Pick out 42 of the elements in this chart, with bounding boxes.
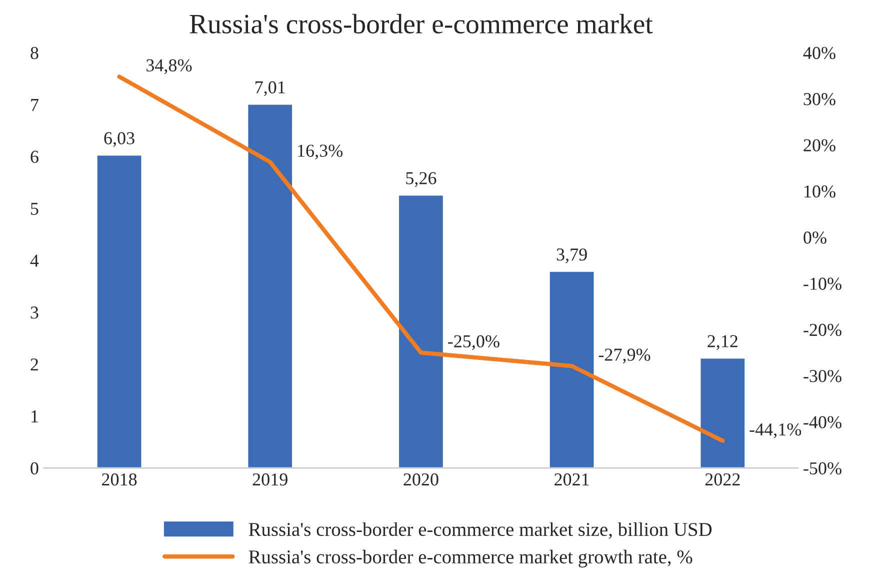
y2-tick-label: -40% bbox=[804, 416, 842, 428]
y-tick-label: 2 bbox=[30, 358, 38, 370]
y2-tick-label: 30% bbox=[804, 93, 836, 106]
chart-title: Russia's cross-border e-commerce market bbox=[190, 14, 653, 34]
data-label: -27,9% bbox=[598, 348, 650, 364]
bar bbox=[548, 270, 596, 468]
legend-label: Russia's cross-border e-commerce market growth rate, % bbox=[248, 550, 692, 568]
y2-tick-label: 0% bbox=[804, 232, 826, 244]
y-tick-label: 1 bbox=[32, 410, 38, 422]
y-tick-label: 6 bbox=[30, 150, 38, 163]
y2-tick-label: 10% bbox=[804, 185, 836, 198]
x-tick-label: 2020 bbox=[404, 473, 438, 486]
data-label: 3,79 bbox=[556, 248, 587, 264]
y-tick-label: 8 bbox=[30, 46, 38, 60]
data-label: 2,12 bbox=[708, 335, 738, 350]
y-tick-label: 0 bbox=[30, 462, 38, 474]
x-tick-label: 2018 bbox=[102, 473, 137, 486]
data-label: 34,8% bbox=[146, 59, 192, 74]
y2-tick-label: -30% bbox=[804, 370, 842, 382]
bar bbox=[398, 194, 444, 468]
x-tick-label: 2021 bbox=[554, 473, 589, 486]
y2-tick-label: 20% bbox=[804, 139, 836, 152]
y2-tick-label: -50% bbox=[804, 462, 842, 474]
y2-tick-label: -10% bbox=[804, 278, 842, 290]
y2-tick-label: 40% bbox=[803, 46, 836, 60]
legend-label: Russia's cross-border e-commerce market size, billion USD bbox=[248, 522, 712, 539]
y-tick-label: 3 bbox=[30, 306, 38, 319]
bar bbox=[96, 154, 143, 468]
data-label: 5,26 bbox=[406, 172, 436, 187]
x-tick-label: 2019 bbox=[252, 473, 288, 486]
y-tick-label: 5 bbox=[31, 202, 38, 215]
y-tick-label: 7 bbox=[31, 99, 38, 111]
data-label: -44,1% bbox=[750, 423, 802, 438]
y2-tick-label: -20% bbox=[804, 324, 842, 336]
bar bbox=[246, 103, 294, 468]
data-label: 6,03 bbox=[104, 132, 134, 147]
y-tick-label: 4 bbox=[30, 254, 39, 267]
data-label: 16,3% bbox=[298, 144, 343, 160]
data-label: -25,0% bbox=[448, 335, 500, 350]
bar bbox=[699, 357, 746, 468]
x-tick-label: 2022 bbox=[705, 473, 740, 486]
data-label: 7,01 bbox=[256, 81, 285, 96]
